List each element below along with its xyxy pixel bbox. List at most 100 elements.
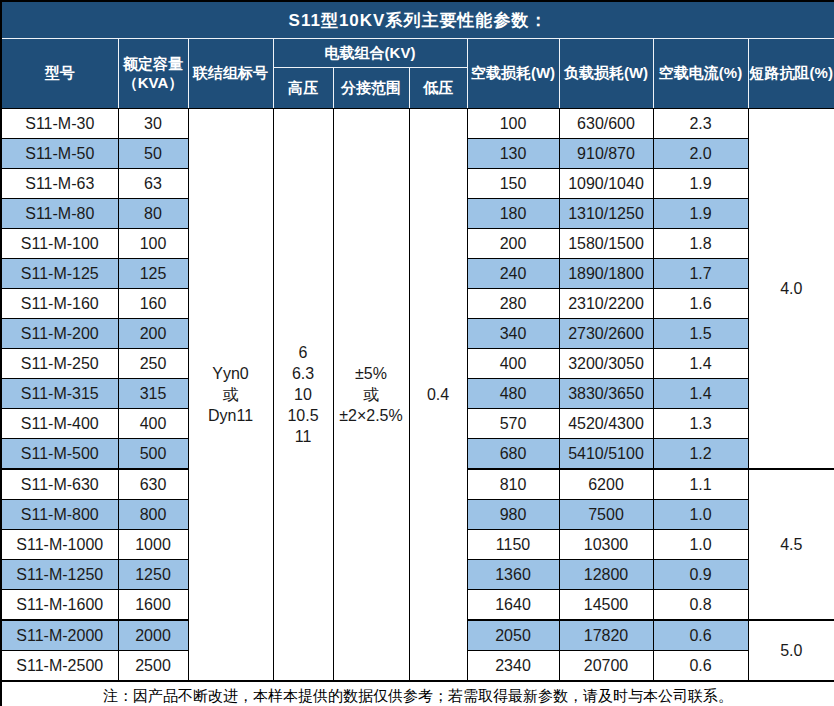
no-load-current-cell: 1.9 (653, 169, 748, 199)
no-load-loss-cell: 980 (467, 500, 559, 530)
no-load-current-cell: 1.4 (653, 349, 748, 379)
column-header-model: 型号 (1, 39, 118, 109)
performance-parameters-table: S11型10KV系列主要性能参数： 型号 额定容量 （KVA） 联结组标号 电载… (0, 0, 834, 706)
model-cell: S11-M-160 (1, 289, 118, 319)
tap-range-line: ±5% (334, 363, 409, 384)
no-load-current-cell: 0.9 (653, 560, 748, 590)
load-loss-cell: 1890/1800 (559, 259, 653, 289)
model-cell: S11-M-50 (1, 139, 118, 169)
capacity-cell: 80 (118, 199, 188, 229)
capacity-cell: 1600 (118, 590, 188, 621)
load-loss-cell: 12800 (559, 560, 653, 590)
no-load-loss-cell: 130 (467, 139, 559, 169)
no-load-current-cell: 1.0 (653, 530, 748, 560)
no-load-current-cell: 1.8 (653, 229, 748, 259)
column-header-no-load-loss: 空载损耗(W) (467, 39, 559, 109)
capacity-cell: 315 (118, 379, 188, 409)
model-cell: S11-M-125 (1, 259, 118, 289)
load-loss-cell: 2730/2600 (559, 319, 653, 349)
no-load-current-cell: 1.7 (653, 259, 748, 289)
capacity-header-line1: 额定容量 (119, 55, 188, 74)
load-loss-cell: 1580/1500 (559, 229, 653, 259)
no-load-loss-cell: 2340 (467, 651, 559, 682)
hv-line: 11 (274, 426, 333, 447)
model-cell: S11-M-100 (1, 229, 118, 259)
capacity-header-line2: （KVA） (119, 74, 188, 93)
hv-cell: 66.31010.511 (273, 109, 333, 682)
model-cell: S11-M-2000 (1, 620, 118, 651)
no-load-current-cell: 1.1 (653, 469, 748, 500)
capacity-cell: 100 (118, 229, 188, 259)
capacity-cell: 1000 (118, 530, 188, 560)
impedance-cell: 4.5 (748, 469, 834, 620)
no-load-loss-cell: 400 (467, 349, 559, 379)
capacity-cell: 2000 (118, 620, 188, 651)
capacity-cell: 500 (118, 439, 188, 470)
connection-line: Yyn0 (189, 363, 273, 384)
column-header-lv: 低压 (409, 68, 467, 109)
no-load-loss-cell: 150 (467, 169, 559, 199)
no-load-current-cell: 2.0 (653, 139, 748, 169)
load-loss-cell: 1310/1250 (559, 199, 653, 229)
no-load-current-cell: 2.3 (653, 109, 748, 139)
capacity-cell: 50 (118, 139, 188, 169)
no-load-loss-cell: 180 (467, 199, 559, 229)
model-cell: S11-M-1000 (1, 530, 118, 560)
no-load-current-cell: 0.8 (653, 590, 748, 621)
no-load-loss-cell: 340 (467, 319, 559, 349)
no-load-loss-cell: 2050 (467, 620, 559, 651)
no-load-current-cell: 0.6 (653, 620, 748, 651)
no-load-loss-cell: 680 (467, 439, 559, 470)
capacity-cell: 250 (118, 349, 188, 379)
load-loss-cell: 3830/3650 (559, 379, 653, 409)
capacity-cell: 400 (118, 409, 188, 439)
load-loss-cell: 1090/1040 (559, 169, 653, 199)
no-load-loss-cell: 1640 (467, 590, 559, 621)
model-cell: S11-M-2500 (1, 651, 118, 682)
load-loss-cell: 910/870 (559, 139, 653, 169)
page-title: S11型10KV系列主要性能参数： (1, 1, 834, 39)
header-row-1: 型号 额定容量 （KVA） 联结组标号 电载组合(KV) 空载损耗(W) 负载损… (1, 39, 834, 68)
capacity-cell: 800 (118, 500, 188, 530)
load-loss-cell: 4520/4300 (559, 409, 653, 439)
load-loss-cell: 14500 (559, 590, 653, 621)
column-header-load-loss: 负载损耗(W) (559, 39, 653, 109)
table-row: S11-M-3030Yyn0或Dyn1166.31010.511±5%或±2×2… (1, 109, 834, 139)
load-loss-cell: 3200/3050 (559, 349, 653, 379)
column-header-impedance: 短路抗阻(%) (748, 39, 834, 109)
connection-line: 或 (189, 384, 273, 405)
model-cell: S11-M-630 (1, 469, 118, 500)
hv-line: 6 (274, 342, 333, 363)
connection-cell: Yyn0或Dyn11 (188, 109, 273, 682)
no-load-loss-cell: 570 (467, 409, 559, 439)
capacity-cell: 125 (118, 259, 188, 289)
footer-row: 注：因产品不断改进，本样本提供的数据仅供参考；若需取得最新参数，请及时与本公司联… (1, 681, 834, 706)
no-load-current-cell: 1.0 (653, 500, 748, 530)
column-header-capacity: 额定容量 （KVA） (118, 39, 188, 109)
no-load-current-cell: 1.3 (653, 409, 748, 439)
footer-note: 注：因产品不断改进，本样本提供的数据仅供参考；若需取得最新参数，请及时与本公司联… (1, 681, 834, 706)
load-loss-cell: 7500 (559, 500, 653, 530)
column-header-hv: 高压 (273, 68, 333, 109)
load-loss-cell: 17820 (559, 620, 653, 651)
no-load-current-cell: 1.5 (653, 319, 748, 349)
model-cell: S11-M-200 (1, 319, 118, 349)
no-load-loss-cell: 280 (467, 289, 559, 319)
column-header-no-load-current: 空载电流(%) (653, 39, 748, 109)
model-cell: S11-M-800 (1, 500, 118, 530)
lv-cell: 0.4 (409, 109, 467, 682)
capacity-cell: 1250 (118, 560, 188, 590)
load-loss-cell: 20700 (559, 651, 653, 682)
capacity-cell: 160 (118, 289, 188, 319)
model-cell: S11-M-80 (1, 199, 118, 229)
no-load-loss-cell: 240 (467, 259, 559, 289)
no-load-loss-cell: 200 (467, 229, 559, 259)
model-cell: S11-M-315 (1, 379, 118, 409)
tap-range-line: ±2×2.5% (334, 405, 409, 426)
impedance-cell: 4.0 (748, 109, 834, 470)
parameters-table-sheet: S11型10KV系列主要性能参数： 型号 额定容量 （KVA） 联结组标号 电载… (0, 0, 834, 706)
hv-line: 10.5 (274, 405, 333, 426)
no-load-loss-cell: 480 (467, 379, 559, 409)
hv-line: 10 (274, 384, 333, 405)
no-load-current-cell: 1.4 (653, 379, 748, 409)
